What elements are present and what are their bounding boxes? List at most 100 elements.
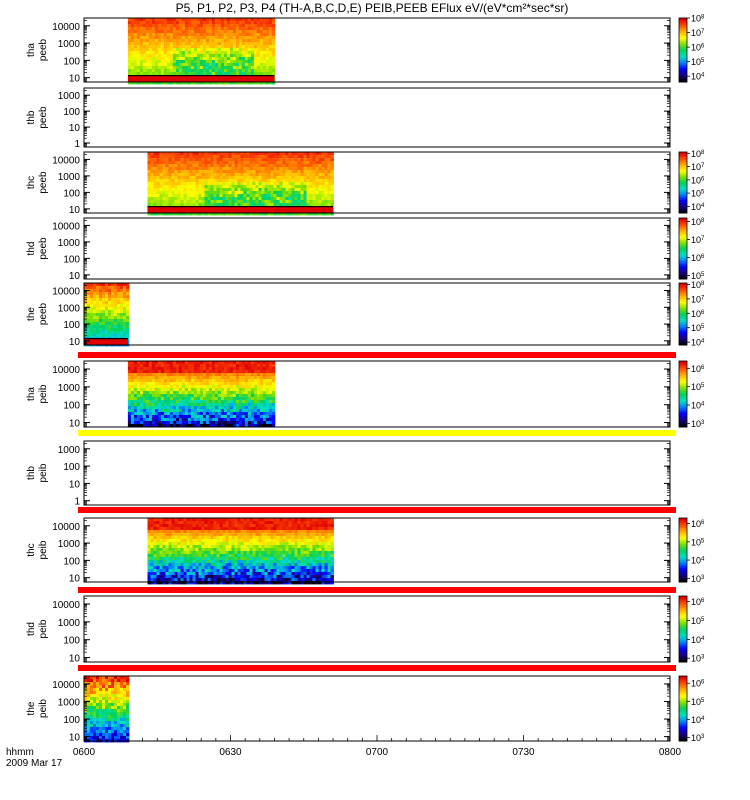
colorbar-label: 104 bbox=[691, 202, 705, 212]
spectrogram-tha-peib bbox=[127, 361, 276, 428]
colorbar-label: 104 bbox=[691, 556, 705, 566]
y-tick-label: 10 bbox=[69, 337, 81, 348]
x-tick-label: 0730 bbox=[512, 747, 535, 758]
colorbar-label: 107 bbox=[691, 28, 705, 38]
panel-frame-thb-peeb bbox=[83, 87, 671, 148]
colorbar-label: 108 bbox=[691, 14, 705, 24]
panel-ylabel: thbpeib bbox=[26, 463, 49, 482]
panel-ylabel: thepeib bbox=[26, 699, 49, 718]
colorbar-label: 104 bbox=[691, 72, 705, 82]
colorbar-label: 105 bbox=[691, 697, 705, 707]
y-tick-label: 1000 bbox=[58, 539, 81, 550]
y-tick-label: 1000 bbox=[58, 238, 81, 249]
y-tick-label: 1000 bbox=[58, 303, 81, 314]
colorbar-label: 103 bbox=[691, 574, 705, 584]
colorbar-label: 104 bbox=[691, 338, 705, 348]
y-tick-label: 10 bbox=[69, 74, 81, 85]
low-energy-band bbox=[127, 76, 275, 82]
colorbar-label: 105 bbox=[691, 57, 705, 67]
y-tick-label: 10000 bbox=[52, 680, 80, 691]
y-tick-label: 10000 bbox=[52, 221, 80, 232]
y-tick-label: 100 bbox=[63, 254, 80, 265]
y-tick-label: 10000 bbox=[52, 365, 80, 376]
colorbar-label: 104 bbox=[691, 715, 705, 725]
colorbar-label: 107 bbox=[691, 235, 705, 245]
y-tick-label: 1000 bbox=[58, 445, 81, 456]
y-tick-label: 10000 bbox=[52, 155, 80, 166]
y-tick-label: 1 bbox=[74, 139, 80, 150]
y-tick-label: 10000 bbox=[52, 22, 80, 33]
y-tick-label: 100 bbox=[63, 462, 80, 473]
x-tick-label: 0630 bbox=[219, 747, 242, 758]
y-tick-label: 100 bbox=[63, 556, 80, 567]
low-energy-band bbox=[147, 207, 334, 213]
y-tick-label: 10 bbox=[69, 479, 81, 490]
date-label: 2009 Mar 17 bbox=[6, 758, 63, 769]
panel-stack: 10100100010000thapeeb1041051061071081101… bbox=[26, 14, 705, 759]
y-tick-label: 100 bbox=[63, 56, 80, 67]
y-tick-label: 1000 bbox=[58, 618, 81, 629]
colorbar-the-peeb: 104 105 106 107 108 bbox=[678, 280, 705, 348]
y-tick-label: 10 bbox=[69, 574, 81, 585]
y-tick-label: 100 bbox=[63, 715, 80, 726]
panel-ylabel: thapeib bbox=[26, 384, 49, 403]
panel-ylabel: thcpeib bbox=[26, 540, 49, 559]
colorbar-label: 105 bbox=[691, 616, 705, 626]
x-tick-label: 0800 bbox=[659, 747, 682, 758]
colorbar-label: 106 bbox=[691, 597, 705, 607]
colorbar-label: 107 bbox=[691, 162, 705, 172]
colorbar-label: 104 bbox=[691, 401, 705, 411]
x-tick-label: 0700 bbox=[366, 747, 389, 758]
separator-bar bbox=[78, 507, 676, 513]
y-tick-label: 100 bbox=[63, 188, 80, 199]
colorbar-label: 105 bbox=[691, 537, 705, 547]
colorbar-label: 108 bbox=[691, 280, 705, 290]
panel-frame-thd-peib bbox=[83, 595, 671, 663]
panel-ylabel: thapeeb bbox=[26, 38, 49, 61]
colorbar-label: 106 bbox=[691, 309, 705, 319]
y-tick-label: 1000 bbox=[58, 172, 81, 183]
colorbar-thd-peib: 103 104 105 106 bbox=[678, 595, 705, 664]
y-tick-label: 10 bbox=[69, 123, 81, 134]
time-axis: 0600 0630 0700 0730 0800 bbox=[73, 735, 682, 758]
colorbar-label: 104 bbox=[691, 635, 705, 645]
colorbar-label: 105 bbox=[691, 323, 705, 333]
colorbar-label: 105 bbox=[691, 189, 705, 199]
y-tick-label: 10 bbox=[69, 419, 81, 430]
panel-ylabel: thcpeeb bbox=[26, 171, 49, 194]
panel-ylabel: thepeeb bbox=[26, 302, 49, 325]
colorbar-tha-peeb: 104 105 106 107 108 bbox=[678, 14, 705, 83]
colorbar-label: 106 bbox=[691, 364, 705, 374]
y-tick-label: 1000 bbox=[58, 383, 81, 394]
spectrogram-the-peib bbox=[84, 676, 130, 743]
y-tick-label: 10 bbox=[69, 205, 81, 216]
colorbar-label: 103 bbox=[691, 733, 705, 743]
colorbar-label: 105 bbox=[691, 271, 705, 281]
colorbar-label: 103 bbox=[691, 654, 705, 664]
colorbar-thc-peib: 103 104 105 106 bbox=[678, 517, 705, 584]
colorbar-thc-peeb: 104 105 106 107 108 bbox=[678, 149, 705, 214]
panel-ylabel: thbpeeb bbox=[26, 106, 49, 129]
low-energy-band bbox=[84, 339, 128, 345]
colorbar-label: 108 bbox=[691, 149, 705, 159]
y-tick-label: 10 bbox=[69, 654, 81, 665]
colorbar-tha-peib: 103 104 105 106 bbox=[678, 360, 705, 429]
y-tick-label: 1000 bbox=[58, 91, 81, 102]
time-axis-label: hhmm bbox=[6, 747, 34, 758]
y-tick-label: 10000 bbox=[52, 600, 80, 611]
y-tick-label: 10000 bbox=[52, 522, 80, 533]
colorbar-label: 106 bbox=[691, 175, 705, 185]
colorbar-label: 107 bbox=[691, 294, 705, 304]
spectrogram-the-peeb bbox=[84, 283, 130, 347]
colorbar-label: 106 bbox=[691, 679, 705, 689]
spectrogram-tha-peeb bbox=[127, 18, 276, 85]
colorbar-label: 106 bbox=[691, 43, 705, 53]
colorbar-label: 106 bbox=[691, 253, 705, 263]
figure-title: P5, P1, P2, P3, P4 (TH-A,B,C,D,E) PEIB,P… bbox=[176, 1, 569, 15]
panel-ylabel: thdpeib bbox=[26, 619, 49, 638]
y-tick-label: 10 bbox=[69, 733, 81, 744]
spectrogram-thc-peeb bbox=[147, 152, 334, 216]
separator-bar bbox=[78, 352, 676, 358]
y-tick-label: 1000 bbox=[58, 697, 81, 708]
